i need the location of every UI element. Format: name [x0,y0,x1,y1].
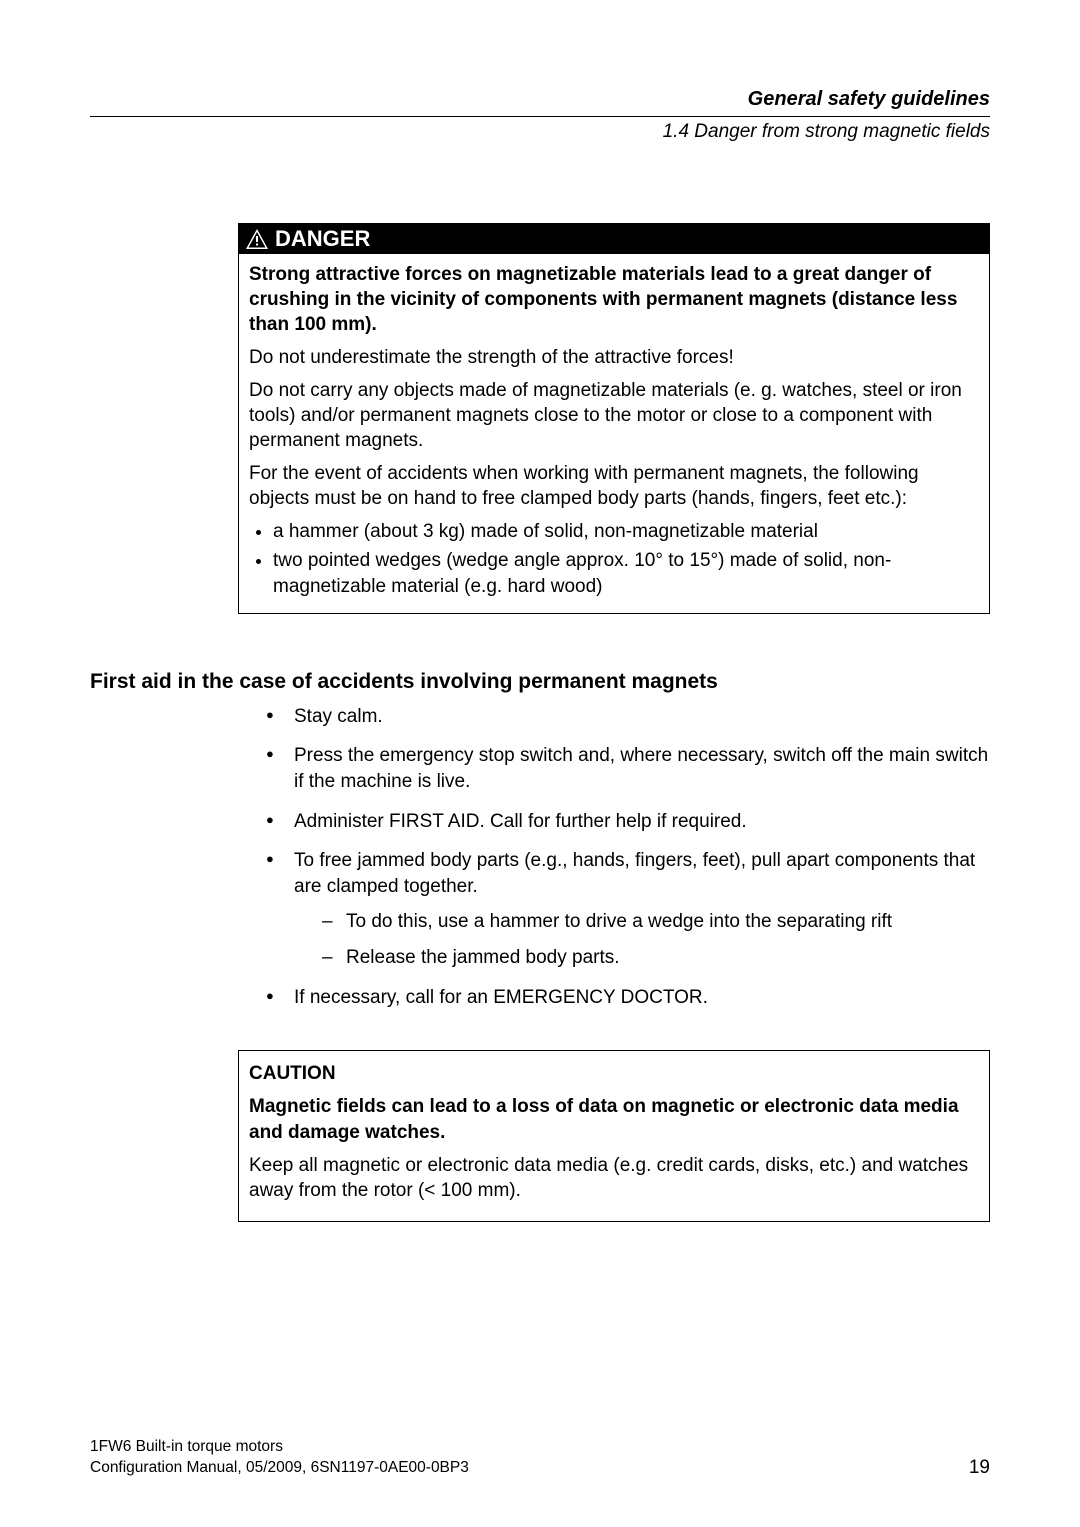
danger-bullet-list: a hammer (about 3 kg) made of solid, non… [249,519,979,598]
danger-p2: Do not carry any objects made of magneti… [249,378,979,453]
danger-lead: Strong attractive forces on magnetizable… [249,262,979,337]
page-number: 19 [969,1457,990,1479]
danger-body: Strong attractive forces on magnetizable… [239,254,989,613]
caution-callout: CAUTION Magnetic fields can lead to a lo… [238,1050,990,1221]
danger-header: DANGER [239,224,989,254]
header-divider [90,116,990,117]
firstaid-list: Stay calm. Press the emergency stop swit… [266,704,990,1011]
danger-label: DANGER [275,226,370,252]
danger-bullet-2: two pointed wedges (wedge angle approx. … [273,548,979,598]
sub-list: To do this, use a hammer to drive a wedg… [294,909,990,970]
page-footer: 1FW6 Built-in torque motors Configuratio… [90,1436,990,1479]
page-header: General safety guidelines 1.4 Danger fro… [90,86,990,145]
caution-lead: Magnetic fields can lead to a loss of da… [249,1094,979,1144]
sub-list-item: Release the jammed body parts. [322,945,990,971]
warning-triangle-icon [245,228,269,250]
danger-p1: Do not underestimate the strength of the… [249,345,979,370]
danger-p3: For the event of accidents when working … [249,461,979,511]
danger-callout: DANGER Strong attractive forces on magne… [238,223,990,614]
footer-left: 1FW6 Built-in torque motors Configuratio… [90,1436,990,1479]
list-item: Administer FIRST AID. Call for further h… [266,809,990,835]
list-item: If necessary, call for an EMERGENCY DOCT… [266,985,990,1011]
header-title: General safety guidelines [90,86,990,114]
danger-bullet-1: a hammer (about 3 kg) made of solid, non… [273,519,979,544]
list-item-text: To free jammed body parts (e.g., hands, … [294,850,975,897]
page: General safety guidelines 1.4 Danger fro… [0,0,1080,1527]
caution-body: Keep all magnetic or electronic data med… [249,1153,979,1203]
footer-line-2: Configuration Manual, 05/2009, 6SN1197-0… [90,1457,990,1479]
header-subtitle: 1.4 Danger from strong magnetic fields [90,120,990,145]
footer-line-1: 1FW6 Built-in torque motors [90,1436,990,1458]
sub-list-item: To do this, use a hammer to drive a wedg… [322,909,990,935]
section-heading: First aid in the case of accidents invol… [90,670,990,694]
caution-title: CAUTION [249,1061,979,1086]
list-item: Stay calm. [266,704,990,730]
list-item: To free jammed body parts (e.g., hands, … [266,848,990,971]
list-item: Press the emergency stop switch and, whe… [266,743,990,794]
